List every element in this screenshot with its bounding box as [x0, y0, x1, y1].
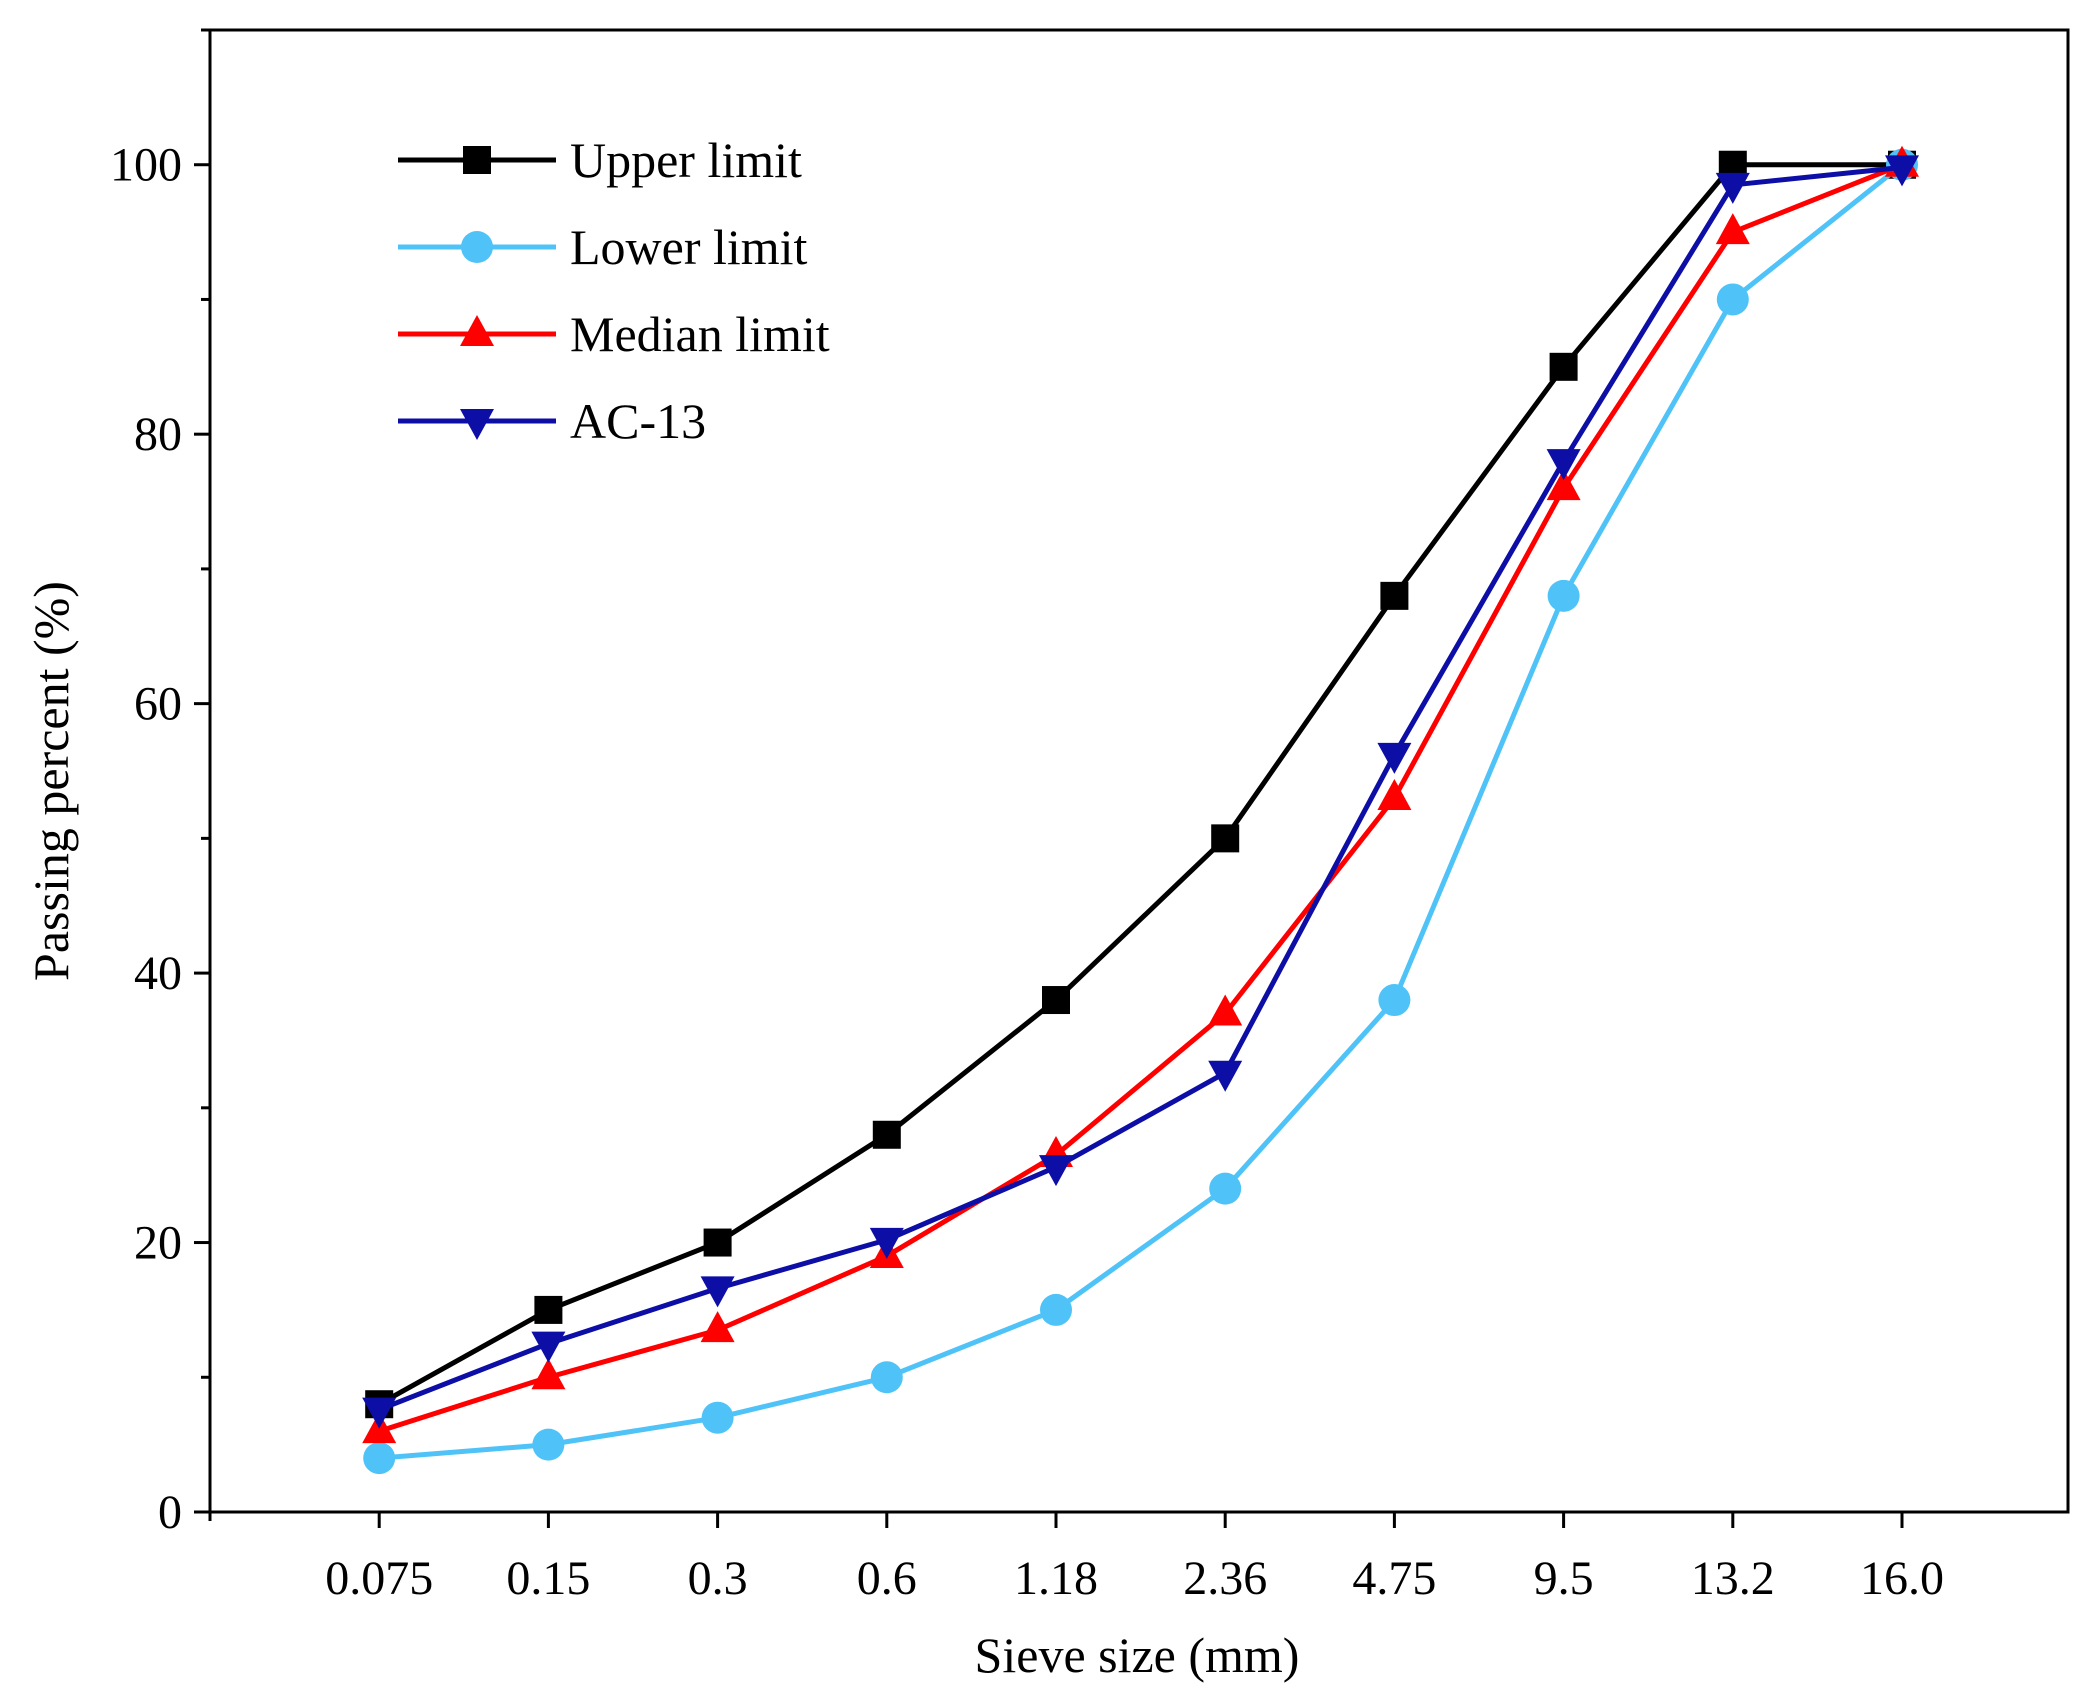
data-point-median-limit	[531, 1358, 566, 1390]
plot-border	[208, 28, 2070, 1514]
data-point-ac-13	[869, 1227, 904, 1259]
legend-marker	[463, 146, 491, 174]
data-point-lower-limit	[1716, 283, 1749, 316]
data-point-median-limit	[1546, 469, 1581, 501]
data-point-ac-13	[362, 1397, 397, 1429]
data-point-lower-limit	[1040, 1293, 1072, 1326]
x-tick-label: 2.36	[1183, 1552, 1267, 1605]
series-line-upper-limit	[377, 162, 1902, 1407]
series-line-lower-limit	[379, 162, 1904, 1461]
y-tick-label: 100	[110, 139, 182, 192]
series-ac-13	[362, 155, 1919, 1429]
y-tick-label: 20	[134, 1217, 182, 1270]
data-point-median-limit	[1377, 778, 1412, 810]
data-point-upper-limit	[703, 1228, 732, 1257]
y-axis: 0 20 40 60 80 100	[110, 28, 210, 1539]
x-tick-label: 0.3	[688, 1552, 748, 1605]
y-axis-title: Passing percent (%)	[23, 581, 79, 981]
series-layer	[362, 145, 1919, 1475]
legend-item-upper-limit: Upper limit	[398, 132, 802, 188]
legend: Upper limit Lower limit Median limit AC-13	[398, 132, 830, 449]
data-point-median-limit	[1715, 213, 1750, 245]
data-point-upper-limit	[1211, 824, 1240, 853]
data-point-lower-limit	[363, 1442, 396, 1475]
legend-label: Upper limit	[570, 132, 802, 188]
legend-marker	[461, 231, 493, 263]
data-point-lower-limit	[532, 1428, 565, 1461]
data-point-ac-13	[531, 1331, 566, 1363]
legend-label: AC-13	[570, 393, 706, 449]
data-point-lower-limit	[1209, 1172, 1242, 1205]
x-tick-label: 13.2	[1691, 1552, 1775, 1605]
x-tick-label: 0.6	[857, 1552, 917, 1605]
legend-marker	[460, 409, 494, 440]
legend-item-median-limit: Median limit	[398, 306, 830, 362]
y-tick-label: 60	[134, 678, 182, 731]
series-line-median-limit	[378, 162, 1903, 1434]
data-point-upper-limit	[534, 1295, 563, 1324]
legend-label: Lower limit	[570, 219, 808, 275]
series-upper-limit	[365, 150, 1916, 1419]
x-tick-label: 0.15	[506, 1552, 590, 1605]
data-point-lower-limit	[701, 1401, 734, 1434]
legend-item-ac-13: AC-13	[398, 393, 706, 449]
data-point-median-limit	[700, 1311, 735, 1343]
y-tick-label: 80	[134, 408, 182, 461]
legend-item-lower-limit: Lower limit	[398, 219, 808, 275]
x-axis: 0.075 0.15 0.3 0.6 1.18 2.36 4.75 9.5 13.2 16.0	[208, 1512, 1944, 1605]
data-point-ac-13	[1546, 449, 1581, 481]
data-point-ac-13	[1885, 155, 1919, 187]
x-tick-label: 1.18	[1014, 1552, 1098, 1605]
plot-frame	[208, 28, 2070, 1514]
data-point-lower-limit	[1547, 579, 1580, 612]
data-point-ac-13	[1039, 1155, 1073, 1187]
data-point-ac-13	[1715, 172, 1750, 204]
data-point-ac-13	[700, 1276, 735, 1308]
data-point-lower-limit	[870, 1361, 903, 1394]
data-point-ac-13	[1208, 1060, 1243, 1092]
data-point-median-limit	[1208, 994, 1243, 1026]
x-tick-label: 0.075	[325, 1552, 433, 1605]
data-point-lower-limit	[1378, 984, 1411, 1017]
y-tick-label: 40	[134, 947, 182, 1000]
x-tick-label: 4.75	[1352, 1552, 1436, 1605]
legend-marker	[460, 315, 494, 346]
x-axis-title: Sieve size (mm)	[975, 1627, 1300, 1683]
x-tick-label: 9.5	[1534, 1552, 1594, 1605]
data-point-upper-limit	[872, 1120, 901, 1149]
data-point-upper-limit	[1380, 581, 1409, 610]
legend-label: Median limit	[570, 306, 830, 362]
data-point-ac-13	[1377, 742, 1412, 774]
data-point-upper-limit	[1549, 352, 1578, 381]
x-tick-label: 16.0	[1860, 1552, 1944, 1605]
data-point-upper-limit	[1042, 986, 1070, 1015]
y-tick-label: 0	[158, 1486, 182, 1539]
series-line-ac-13	[378, 164, 1903, 1412]
